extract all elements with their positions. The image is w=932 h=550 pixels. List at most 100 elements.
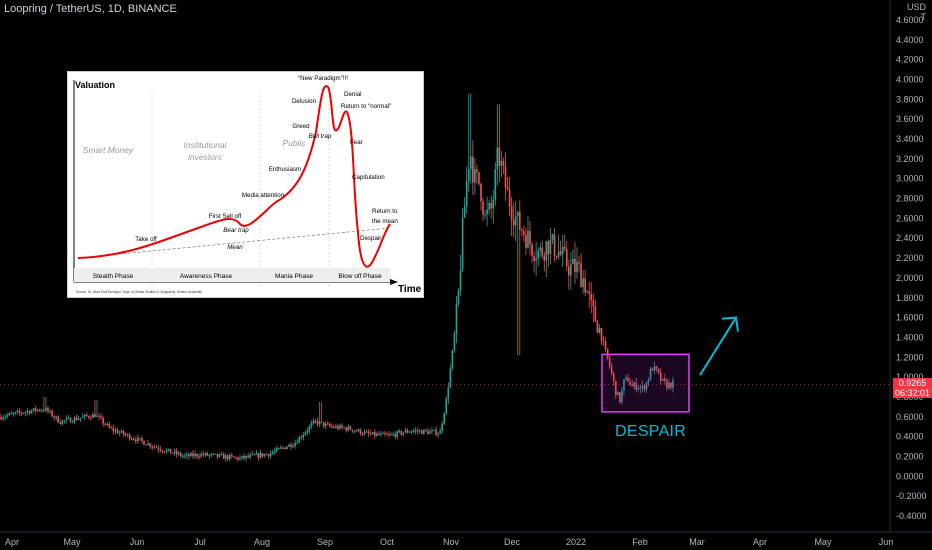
candle-body (73, 417, 76, 422)
candle-body (220, 454, 223, 456)
candle-body (643, 385, 646, 390)
candle-body (549, 239, 552, 255)
cycle-label: the mean (372, 218, 398, 225)
candle-body (61, 420, 64, 424)
candle-body (30, 410, 33, 414)
candle-body (359, 429, 362, 434)
y-tick-label: 3.4000 (896, 134, 924, 144)
inset-y-label: Valuation (75, 80, 115, 90)
candle-body (57, 416, 60, 423)
candle-body (294, 442, 296, 446)
candle-body (502, 161, 505, 166)
candle-body (200, 453, 202, 457)
candle-body (273, 450, 276, 453)
candle-body (547, 241, 550, 255)
candle-body (602, 341, 605, 343)
candle-body (500, 161, 503, 166)
candle-body (619, 392, 621, 403)
cycle-label: Mean (227, 244, 243, 251)
candle-body (51, 410, 53, 417)
candle-body (175, 451, 178, 455)
candle-body (224, 455, 227, 459)
candle-body (508, 190, 511, 207)
candle-body (402, 432, 405, 435)
candle-body (518, 211, 521, 230)
candle-body (75, 417, 78, 420)
candle-body (118, 432, 121, 434)
candle-body (96, 415, 98, 417)
x-tick-label: Jul (194, 537, 206, 547)
candle-body (639, 387, 642, 389)
candle-body (181, 455, 184, 457)
candle-body (494, 169, 497, 200)
candle-body (253, 454, 256, 456)
candle-body (122, 430, 125, 435)
candle-body (596, 321, 599, 333)
inset-x-label: Time (398, 284, 422, 295)
candle-body (582, 278, 584, 288)
candle-body (623, 379, 625, 391)
currency-label[interactable]: USD T (907, 2, 926, 22)
candle-body (116, 430, 119, 434)
y-tick-label: 2.2000 (896, 253, 924, 263)
cycle-label: Media attention (242, 192, 285, 199)
last-price-tag: 0.9265 06:32:01 (893, 378, 932, 399)
candle-body (275, 448, 278, 451)
candle-body (241, 455, 243, 458)
candle-body (177, 452, 180, 455)
candle-body (339, 425, 341, 429)
candle-body (326, 423, 329, 425)
candle-body (286, 446, 288, 450)
candle-body (600, 327, 603, 342)
candle-body (633, 382, 635, 387)
candle-body (26, 411, 29, 413)
candle-body (308, 426, 311, 431)
inset-source: Source: Dr. Jean-Paul Rodrigue, Dept. of… (76, 290, 202, 294)
candle-body (59, 422, 62, 424)
candle-body (492, 199, 495, 209)
candle-body (527, 230, 529, 248)
candle-body (392, 434, 394, 436)
candle-body (237, 457, 239, 460)
candle-body (128, 434, 131, 440)
cycle-label: “New Paradigm”!!! (298, 75, 348, 82)
candle-body (243, 455, 245, 459)
candle-body (592, 300, 595, 307)
candle-body (300, 437, 303, 439)
candle-body (28, 411, 31, 414)
cycle-label: Fear (350, 139, 363, 146)
candle-body (453, 333, 456, 351)
candle-body (455, 303, 458, 334)
phase-label-stealth: Stealth Phase (93, 273, 134, 280)
candle-body (2, 417, 4, 420)
y-tick-label: -0.4000 (896, 511, 927, 521)
candle-body (302, 434, 305, 438)
candle-body (263, 454, 266, 457)
candle-body (261, 453, 264, 457)
candle-body (371, 432, 374, 435)
cycle-label: Enthusiasm (269, 166, 301, 173)
candle-body (439, 430, 441, 434)
candle-body (447, 387, 450, 399)
symbol-title[interactable]: Loopring / TetherUS, 1D, BINANCE (4, 3, 177, 15)
candle-body (347, 426, 350, 431)
candle-body (6, 415, 8, 417)
candle-body (584, 278, 586, 293)
candle-body (114, 430, 117, 432)
candle-body (537, 250, 539, 259)
candle-body (255, 453, 258, 455)
candle-body (663, 378, 666, 381)
candle-body (608, 358, 611, 367)
candle-body (204, 453, 207, 456)
x-tick-label: Sep (317, 537, 333, 547)
y-tick-label: 4.4000 (896, 35, 924, 45)
market-cycle-diagram: Valuation Time Stealth Phase Awareness Phas… (73, 75, 422, 295)
y-tick-label: 3.8000 (896, 94, 924, 104)
phase-band (74, 268, 390, 282)
candle-body (132, 438, 135, 440)
candle-body (574, 258, 576, 273)
cycle-label: First Sell off (209, 213, 242, 220)
x-tick-label: Jun (879, 537, 894, 547)
